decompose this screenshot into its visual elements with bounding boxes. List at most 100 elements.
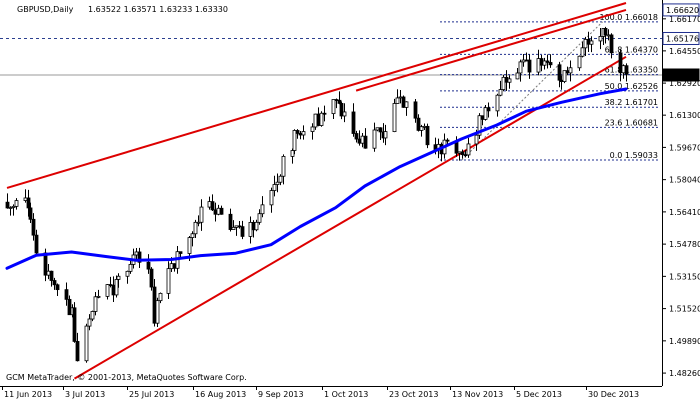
candle-body-down: [26, 197, 31, 209]
candle-body-up: [483, 107, 488, 120]
candle-body-up: [96, 295, 101, 298]
candle-body-down: [137, 251, 142, 263]
candle-body-down: [565, 70, 570, 74]
candle-body-down: [55, 284, 60, 291]
y-tick-label: 1.51520: [669, 305, 700, 314]
candle-body-down: [545, 60, 550, 63]
candle-body-down: [363, 135, 368, 149]
trendline-2: [73, 55, 627, 380]
candle-body-down: [31, 218, 36, 236]
candle-body-down: [152, 286, 157, 324]
candle-body-down: [548, 62, 553, 66]
candle-body-up: [562, 70, 567, 82]
fib-level-label: 61.8 1.63350: [605, 66, 658, 75]
candle-body-down: [316, 113, 321, 126]
candle-body-up: [125, 270, 130, 277]
candle-body-up: [536, 58, 541, 73]
candle-body-up: [275, 181, 280, 185]
fib-level-label: 50.0 1.62526: [605, 82, 658, 91]
candle-body-up: [114, 279, 119, 296]
x-tick-label: 5 Dec 2013: [516, 390, 562, 399]
fib-anchor-line: [461, 21, 603, 161]
candle-body-down: [251, 221, 256, 231]
candle-body-up: [254, 221, 259, 231]
fib-level-label: 38.2 1.61701: [605, 98, 658, 107]
candle-body-up: [360, 135, 365, 144]
candle-body-up: [190, 233, 195, 238]
x-tick-label: 1 Oct 2013: [324, 390, 368, 399]
candle-body-up: [87, 318, 92, 327]
candle-body-down: [210, 201, 215, 211]
candle-body-up: [155, 300, 160, 324]
candle-body-down: [357, 138, 362, 144]
symbol-title: GBPUSD,Daily: [17, 5, 74, 14]
trendlines[interactable]: [6, 2, 627, 380]
candle-body-up: [248, 221, 253, 237]
candle-body-down: [618, 52, 623, 74]
candle-body-down: [67, 298, 72, 316]
candle-body-down: [527, 59, 532, 73]
x-tick-label: 9 Sep 2013: [258, 390, 304, 399]
candle-body-up: [116, 275, 121, 280]
candle-body-down: [172, 263, 177, 269]
candle-body-up: [84, 325, 89, 362]
candle-body-down: [460, 151, 465, 156]
ohlc-readout: 1.63522 1.63571 1.63233 1.63330: [88, 5, 228, 14]
candle-body-down: [378, 127, 383, 133]
candle-body-up: [128, 264, 133, 272]
horizontal-levels: [0, 37, 662, 76]
fib-level-label: 0.0 1.59033: [610, 151, 658, 160]
candle-body-up: [521, 59, 526, 63]
candle-body-down: [295, 130, 300, 134]
candle-body-down: [445, 139, 450, 142]
candle-body-down: [337, 99, 342, 104]
y-tick-label: 1.62920: [669, 79, 700, 88]
y-tick-label: 1.49890: [669, 337, 700, 346]
candle-body-up: [507, 78, 512, 83]
candle-body-down: [178, 251, 183, 254]
candle-body-down: [413, 101, 418, 119]
candle-body-down: [149, 268, 154, 288]
candle-body-up: [542, 60, 547, 66]
candle-body-down: [72, 307, 77, 342]
candle-body-down: [213, 209, 218, 215]
trendline-0: [6, 2, 627, 189]
candle-body-down: [111, 284, 116, 296]
x-tick-label: 13 Nov 2013: [452, 390, 503, 399]
candle-body-up: [216, 207, 221, 215]
candle-body-up: [290, 150, 295, 157]
ma-line: [5, 87, 628, 270]
candle-body-up: [375, 127, 380, 131]
fib-level-label: 61.8 1.64370: [605, 45, 658, 54]
candle-body-up: [457, 151, 462, 154]
candle-body-up: [158, 292, 163, 302]
candle-body-down: [401, 96, 406, 108]
y-tick-label: 1.61300: [669, 111, 700, 120]
candle-body-up: [392, 103, 397, 133]
candle-body-up: [8, 207, 13, 209]
candle-body-up: [193, 221, 198, 235]
candle-body-down: [334, 99, 339, 101]
candle-body-up: [606, 34, 611, 37]
candle-body-down: [298, 133, 303, 136]
candle-body-up: [187, 237, 192, 254]
copyright-text: GCM MetaTrader, © 2001-2013, MetaQuotes …: [6, 373, 247, 382]
candle-body-up: [342, 111, 347, 117]
candle-body-up: [583, 38, 588, 49]
candle-body-down: [504, 76, 509, 83]
candle-body-down: [539, 58, 544, 66]
y-tick-label: 1.53150: [669, 272, 700, 281]
candle-body-up: [90, 311, 95, 320]
candle-body-up: [105, 284, 110, 297]
candle-body-down: [425, 125, 430, 146]
candle-body-down: [75, 341, 80, 362]
candle-body-up: [196, 221, 201, 224]
fibonacci-retracement[interactable]: 100.0 1.66018 61.8 1.64370 61.8 1.63350 50.…: [440, 13, 660, 161]
candle-body-up: [422, 125, 427, 128]
candle-body-down: [322, 112, 327, 115]
x-tick-label: 23 Oct 2013: [389, 390, 438, 399]
x-tick-label: 25 Jul 2013: [129, 390, 174, 399]
